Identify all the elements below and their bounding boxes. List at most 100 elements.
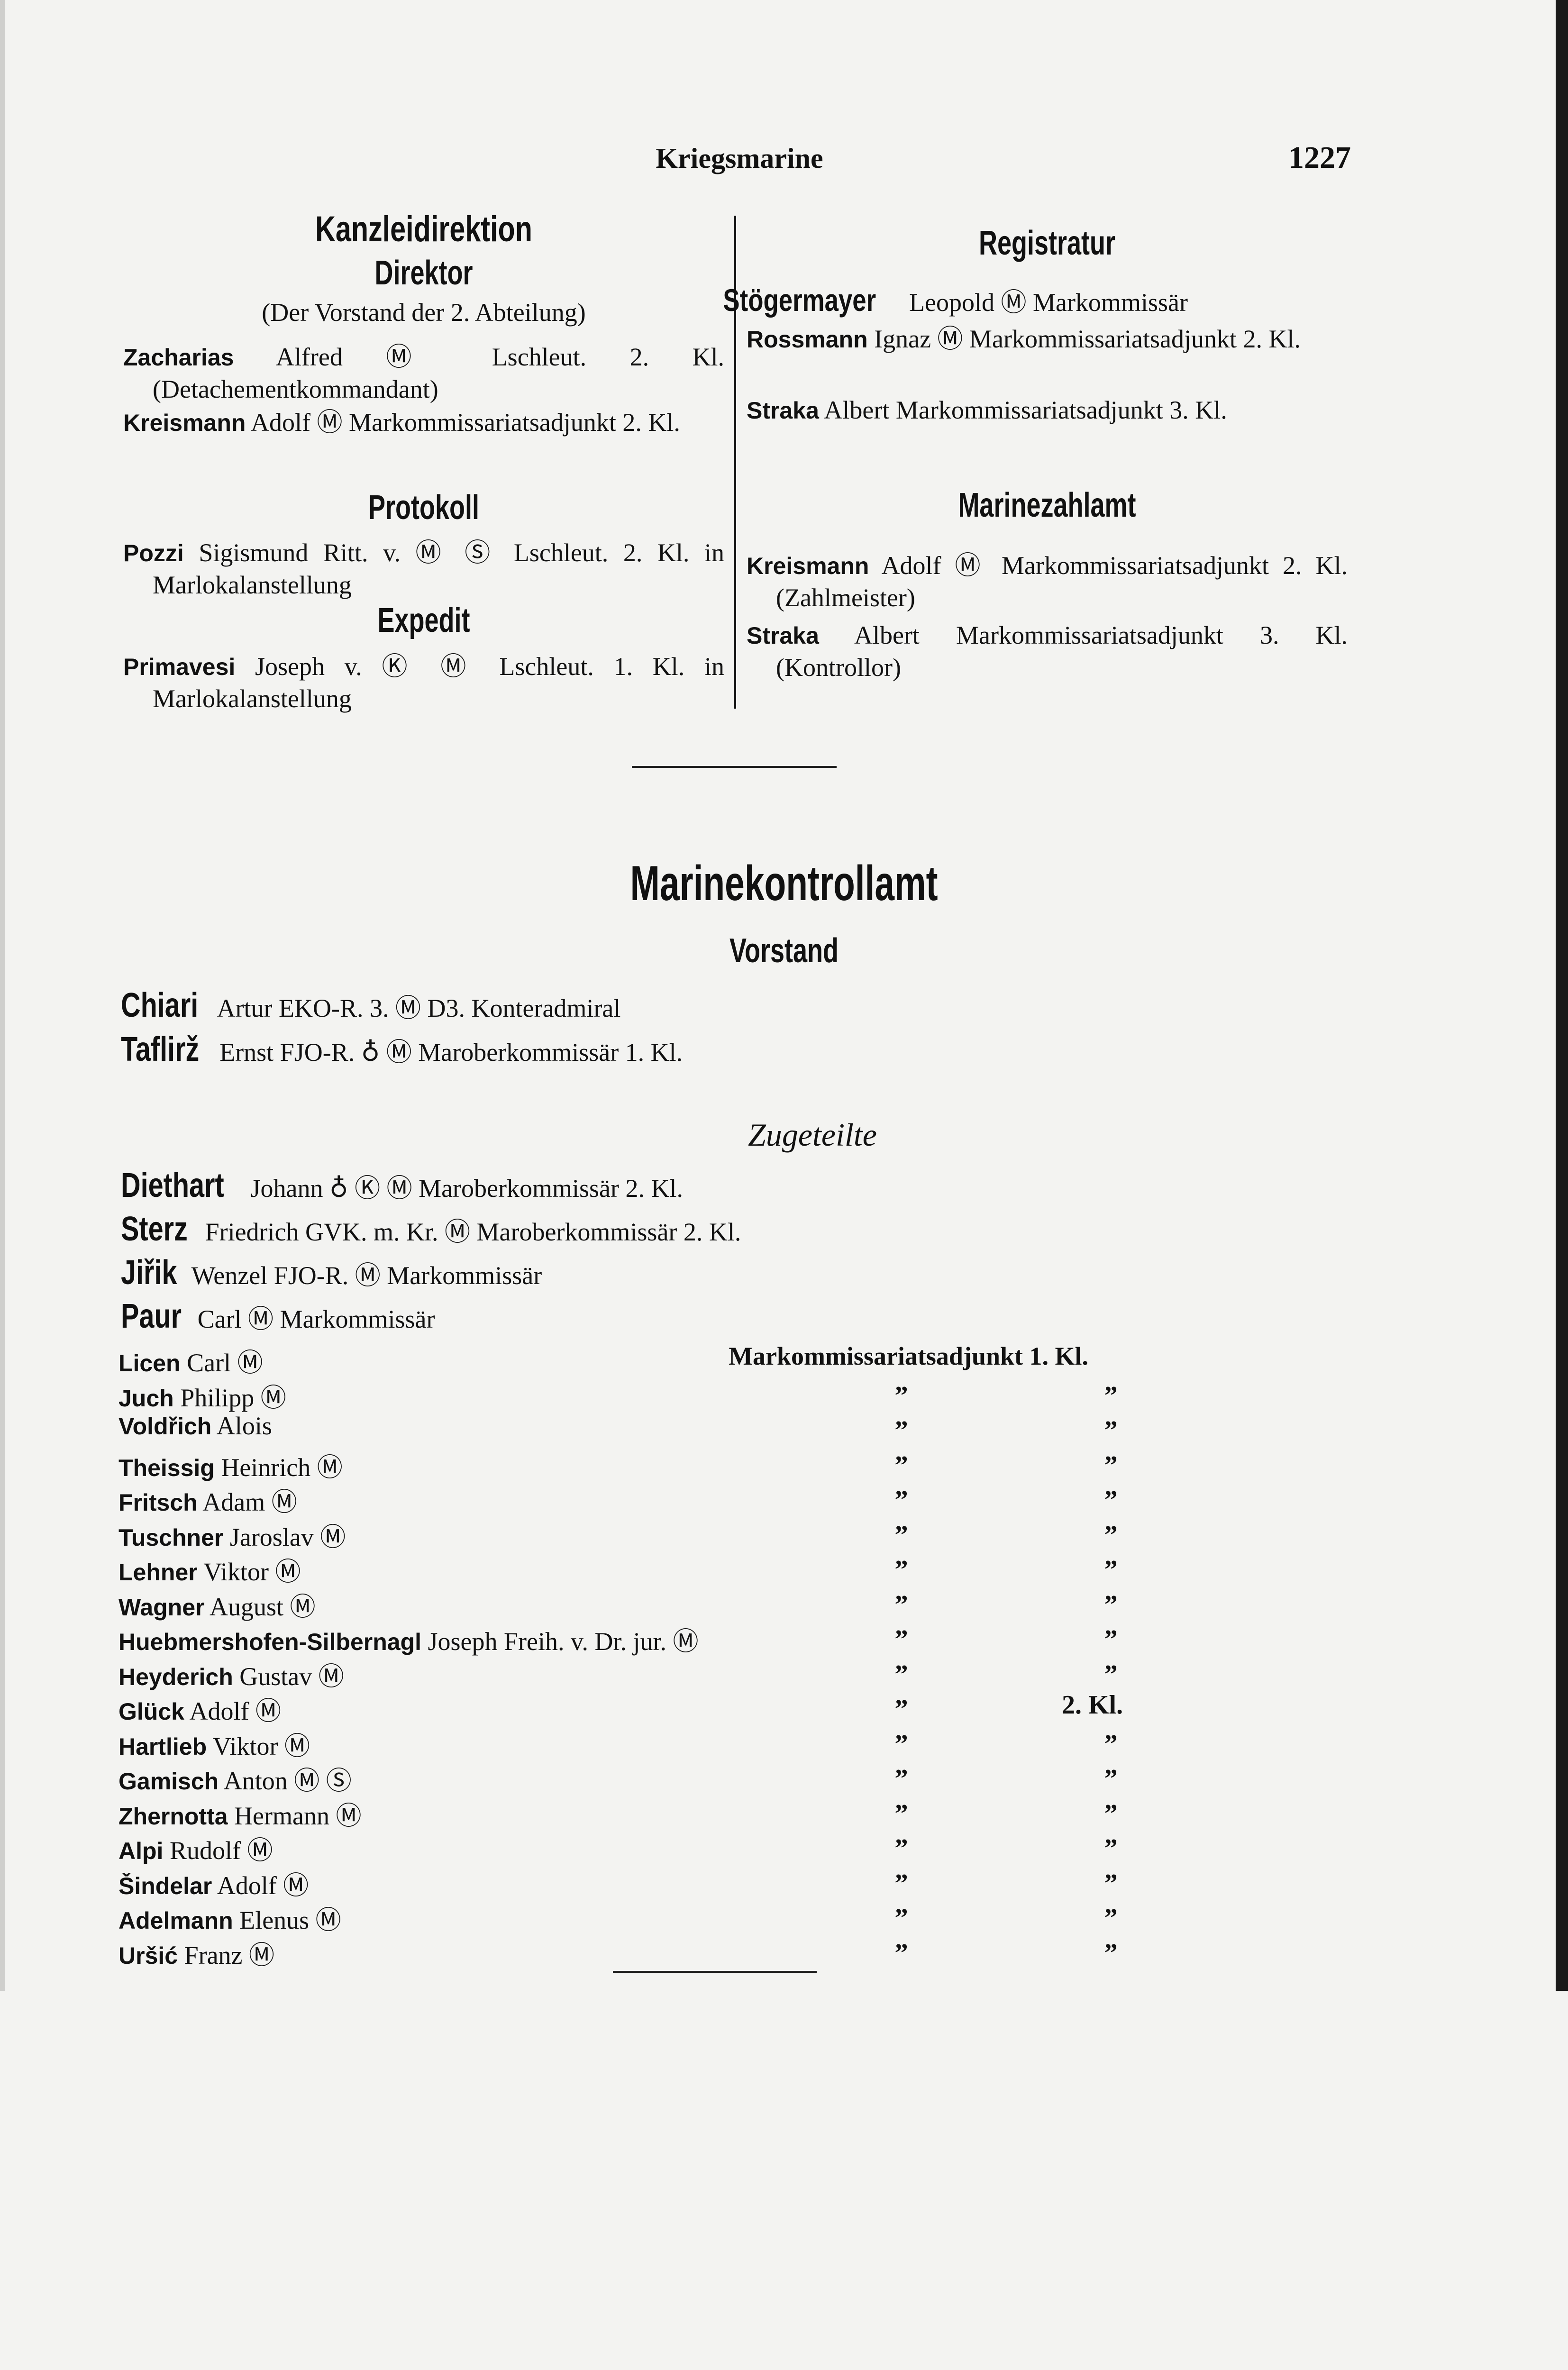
running-title: Kriegsmarine bbox=[656, 143, 823, 174]
list-item: Zhernotta Hermann Ⓜ bbox=[119, 1795, 361, 1832]
surname: Theissig bbox=[119, 1454, 215, 1481]
list-item: Uršić Franz Ⓜ bbox=[119, 1934, 274, 1971]
surname: Uršić bbox=[119, 1942, 178, 1969]
entry: Zacharias Alfred Ⓜ Lschleut. 2. Kl. (Det… bbox=[123, 341, 724, 405]
ditto-mark: „ bbox=[895, 1576, 908, 1606]
ditto-mark: „ bbox=[895, 1646, 908, 1676]
surname: Gamisch bbox=[119, 1768, 219, 1795]
ditto-mark: „ bbox=[895, 1472, 908, 1501]
entry: Stögermayer Leopold Ⓜ Markommissär bbox=[723, 283, 1348, 319]
ditto-mark: „ bbox=[1104, 1506, 1118, 1536]
ditto-mark: „ bbox=[1104, 1750, 1118, 1780]
ditto-mark: „ bbox=[895, 1541, 908, 1571]
surname: Sterz bbox=[121, 1210, 188, 1248]
ditto-mark: „ bbox=[895, 1611, 908, 1641]
surname: Straka bbox=[747, 397, 819, 424]
ditto-mark: „ bbox=[895, 1924, 908, 1954]
surname: Heyderich bbox=[119, 1663, 233, 1690]
surname: Stögermayer bbox=[723, 283, 876, 318]
entry-text: Adolf Ⓜ Markommissariatsadjunkt 2. Kl. bbox=[250, 408, 680, 437]
entry: Diethart Johann ♁ Ⓚ Ⓜ Maroberkommissär 2… bbox=[121, 1166, 683, 1205]
surname: Rossmann bbox=[747, 326, 868, 353]
entry: Sterz Friedrich GVK. m. Kr. Ⓜ Maroberkom… bbox=[121, 1210, 741, 1249]
entry-text: Johann ♁ Ⓚ Ⓜ Maroberkommissär 2. Kl. bbox=[250, 1174, 683, 1203]
entry-text: Gustav Ⓜ bbox=[239, 1662, 344, 1691]
entry-text: Adam Ⓜ bbox=[202, 1488, 297, 1516]
entry-text: Alois bbox=[216, 1412, 272, 1440]
entry: Taflirž Ernst FJO-R. ♁ Ⓜ Maroberkommissä… bbox=[121, 1030, 683, 1069]
entry-text: Carl Ⓜ bbox=[187, 1349, 263, 1377]
ditto-mark: „ bbox=[1104, 1541, 1118, 1571]
entry-text: Albert Markommissariatsadjunkt 3. Kl. bbox=[824, 396, 1227, 424]
surname: Paur bbox=[121, 1297, 182, 1335]
ditto-mark: „ bbox=[1104, 1924, 1118, 1954]
entry-text: Friedrich GVK. m. Kr. Ⓜ Maroberkommissär… bbox=[205, 1218, 741, 1246]
ditto-mark: „ bbox=[1104, 1820, 1118, 1850]
page-number: 1227 bbox=[1288, 140, 1351, 175]
list-item: Šindelar Adolf Ⓜ bbox=[119, 1864, 309, 1902]
entry-text: Carl Ⓜ Markommissär bbox=[197, 1305, 435, 1333]
ditto-mark: „ bbox=[1104, 1367, 1118, 1397]
list-item: Lehner Viktor Ⓜ bbox=[119, 1550, 301, 1588]
ditto-mark: „ bbox=[1104, 1437, 1118, 1467]
entry: Pozzi Sigismund Ritt. v. Ⓜ Ⓢ Lschleut. 2… bbox=[123, 537, 724, 601]
ditto-mark: „ bbox=[1104, 1855, 1118, 1885]
ditto-mark: „ bbox=[1104, 1715, 1118, 1745]
ditto-mark: „ bbox=[895, 1681, 908, 1710]
ditto-mark: „ bbox=[1104, 1646, 1118, 1676]
surname: Jiřik bbox=[121, 1254, 177, 1292]
section-rule bbox=[632, 766, 837, 768]
entry-text: Adolf Ⓜ bbox=[217, 1871, 309, 1900]
surname: Pozzi bbox=[123, 540, 184, 566]
list-item: Juch Philipp Ⓜ bbox=[119, 1376, 286, 1414]
section-rule bbox=[613, 1971, 817, 1973]
entry-text: Franz Ⓜ bbox=[184, 1941, 275, 1969]
entry: Primavesi Joseph v. Ⓚ Ⓜ Lschleut. 1. Kl.… bbox=[123, 651, 724, 715]
list-item: Theissig Heinrich Ⓜ bbox=[119, 1446, 343, 1484]
entry: Rossmann Ignaz Ⓜ Markommissariatsadjunkt… bbox=[747, 323, 1348, 356]
entry-text: Albert Markommissariatsadjunkt 3. Kl. (K… bbox=[776, 621, 1348, 682]
entry: Paur Carl Ⓜ Markommissär bbox=[121, 1297, 435, 1336]
entry-text: Joseph Freih. v. Dr. jur. Ⓜ bbox=[428, 1627, 699, 1656]
surname: Licen bbox=[119, 1350, 181, 1376]
ditto-mark: „ bbox=[895, 1785, 908, 1815]
ditto-mark: „ bbox=[895, 1855, 908, 1885]
ditto-mark: „ bbox=[895, 1750, 908, 1780]
entry: Chiari Artur EKO-R. 3. Ⓜ D3. Konteradmir… bbox=[121, 986, 620, 1025]
entry-text: Viktor Ⓜ bbox=[212, 1732, 310, 1760]
surname: Voldřich bbox=[119, 1413, 212, 1440]
surname: Diethart bbox=[121, 1167, 224, 1204]
entry-text: Adolf Ⓜ Markommissariatsadjunkt 2. Kl. (… bbox=[776, 551, 1348, 612]
surname: Straka bbox=[747, 622, 819, 649]
ditto-mark: „ bbox=[1104, 1576, 1118, 1606]
column-divider bbox=[734, 216, 736, 709]
ditto-mark: „ bbox=[1104, 1785, 1118, 1815]
surname: Alpi bbox=[119, 1838, 164, 1864]
entry-text: August Ⓜ bbox=[210, 1592, 316, 1621]
list-item: Glück Adolf Ⓜ bbox=[119, 1690, 281, 1727]
surname: Glück bbox=[119, 1698, 184, 1725]
entry-text: Leopold Ⓜ Markommissär bbox=[909, 288, 1188, 317]
list-item: Licen Carl Ⓜ bbox=[119, 1341, 263, 1379]
entry-text: Philipp Ⓜ bbox=[180, 1383, 286, 1412]
ditto-mark: „ bbox=[895, 1715, 908, 1745]
surname: Zhernotta bbox=[119, 1803, 228, 1830]
entry: Straka Albert Markommissariatsadjunkt 3.… bbox=[747, 394, 1348, 427]
entry-text: Anton Ⓜ Ⓢ bbox=[223, 1767, 352, 1795]
list-item: Wagner August Ⓜ bbox=[119, 1586, 316, 1623]
list-item: Gamisch Anton Ⓜ Ⓢ bbox=[119, 1759, 352, 1797]
ditto-mark: „ bbox=[895, 1402, 908, 1431]
ditto-mark: „ bbox=[1104, 1472, 1118, 1501]
list-item: Tuschner Jaroslav Ⓜ bbox=[119, 1516, 346, 1553]
entry-text: Ignaz Ⓜ Markommissariatsadjunkt 2. Kl. bbox=[874, 325, 1301, 353]
surname: Chiari bbox=[121, 986, 199, 1024]
entry-text: Alfred Ⓜ Lschleut. 2. Kl. (Detachementko… bbox=[153, 343, 725, 403]
surname: Lehner bbox=[119, 1559, 198, 1586]
list-item: Alpi Rudolf Ⓜ bbox=[119, 1829, 273, 1867]
surname: Šindelar bbox=[119, 1872, 212, 1899]
surname: Juch bbox=[119, 1385, 174, 1412]
heading-zugeteilte: Zugeteilte bbox=[748, 1117, 877, 1153]
surname: Kreismann bbox=[747, 553, 869, 579]
entry-text: Elenus Ⓜ bbox=[239, 1906, 341, 1934]
surname: Wagner bbox=[119, 1594, 205, 1621]
